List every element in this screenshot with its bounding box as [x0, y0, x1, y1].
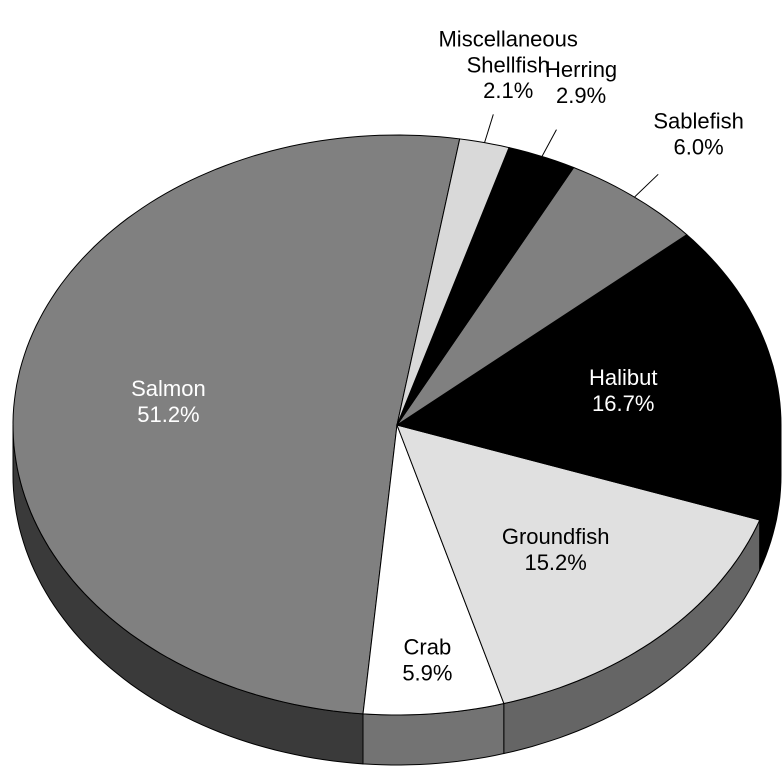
leader-line — [634, 173, 659, 198]
pie-slice — [396, 424, 761, 705]
leader-line — [541, 129, 557, 157]
slice-label: Herring — [545, 57, 617, 82]
pie-slice — [395, 234, 782, 521]
pie-slice — [396, 166, 688, 426]
slice-value-label: 16.7% — [592, 391, 654, 416]
slice-label-line: Shellfish — [467, 52, 550, 77]
pie-slice — [362, 424, 505, 716]
slice-value-label: 6.0% — [674, 134, 724, 159]
slice-label: Crab — [404, 635, 452, 660]
leader-line — [484, 114, 494, 143]
slice-value-label: 2.9% — [556, 83, 606, 108]
slice-label: Salmon — [131, 376, 206, 401]
slice-label-line: Miscellaneous — [438, 26, 577, 51]
slice-value-label: 2.1% — [483, 78, 533, 103]
slice-value-label: 51.2% — [137, 402, 199, 427]
slice-label: Groundfish — [502, 524, 610, 549]
pie-slice — [396, 147, 575, 426]
slice-label: Halibut — [589, 365, 657, 390]
pie-slice — [12, 134, 461, 715]
slice-value-label: 15.2% — [524, 550, 586, 575]
slice-value-label: 5.9% — [402, 661, 452, 686]
slice-label: Miscellaneous Shellfish — [438, 26, 577, 77]
slice-label: Sablefish — [653, 108, 744, 133]
